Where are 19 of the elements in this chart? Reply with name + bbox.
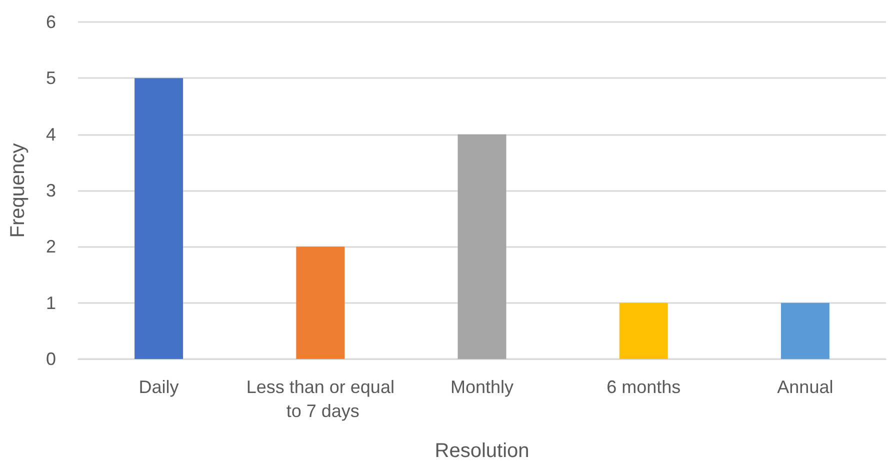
bar <box>296 246 345 359</box>
x-tick-label: Annual <box>777 377 834 397</box>
bar <box>134 78 184 359</box>
bar <box>458 134 506 359</box>
x-tick-label: 6 months <box>606 377 681 397</box>
y-tick-label: 4 <box>46 124 56 144</box>
y-tick-label: 2 <box>46 236 56 257</box>
y-tick-label: 3 <box>46 180 56 200</box>
x-axis-title: Resolution <box>434 440 530 462</box>
bar <box>619 302 668 359</box>
y-tick-label: 6 <box>46 12 56 32</box>
x-tick-label: Less than or equal to 7 days <box>246 377 394 421</box>
bar <box>780 302 830 359</box>
x-tick-label: Daily <box>138 377 179 397</box>
y-tick-label: 1 <box>46 292 56 313</box>
y-tick-label: 5 <box>46 68 56 88</box>
y-axis-title: Frequency <box>7 143 29 238</box>
x-tick-label: Monthly <box>450 377 514 397</box>
y-tick-label: 0 <box>46 349 56 369</box>
